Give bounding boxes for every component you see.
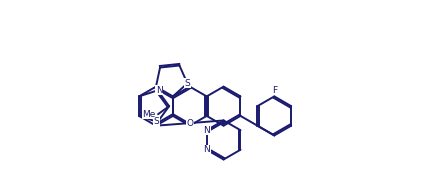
Text: F: F [272, 86, 277, 95]
Text: O: O [187, 118, 194, 128]
Text: S: S [153, 117, 159, 127]
Text: N: N [203, 126, 210, 135]
Text: S: S [185, 79, 190, 88]
Text: Me: Me [143, 110, 156, 119]
Text: N: N [203, 145, 210, 154]
Text: N: N [156, 86, 163, 95]
